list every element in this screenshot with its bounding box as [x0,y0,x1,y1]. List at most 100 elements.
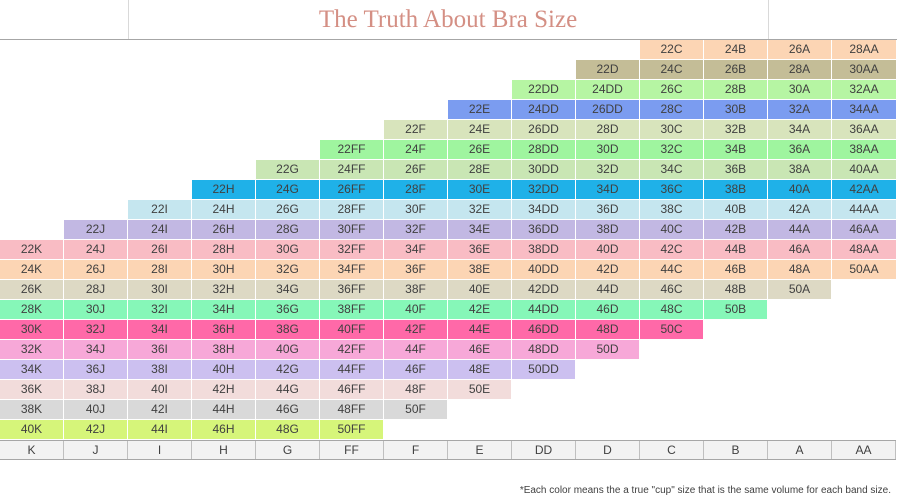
size-cell: 32F [384,220,448,240]
header-band [0,440,896,460]
size-cell: 22J [64,220,128,240]
size-cell: 34J [64,340,128,360]
size-cell: 34I [128,320,192,340]
size-cell: 42FF [320,340,384,360]
size-cell: 26G [256,200,320,220]
cup-column-header: I [128,441,192,459]
size-cell: 36J [64,360,128,380]
size-cell: 24I [128,220,192,240]
size-cell: 40J [64,400,128,420]
size-cell: 42B [704,220,768,240]
size-cell: 42J [64,420,128,440]
size-cell: 28F [384,180,448,200]
size-cell: 42E [448,300,512,320]
size-cell: 26FF [320,180,384,200]
size-cell: 42F [384,320,448,340]
size-cell: 26DD [512,120,576,140]
size-cell: 50DD [512,360,576,380]
size-cell: 48F [384,380,448,400]
size-cell: 34D [576,180,640,200]
size-cell: 24J [64,240,128,260]
size-cell: 32K [0,340,64,360]
size-cell: 24FF [320,160,384,180]
size-cell: 48FF [320,400,384,420]
cup-column-header: B [704,441,768,459]
size-cell: 22FF [320,140,384,160]
size-cell: 22I [128,200,192,220]
chart-title: The Truth About Bra Size [318,6,578,33]
size-cell: 38B [704,180,768,200]
size-cell: 30K [0,320,64,340]
size-cell: 36FF [320,280,384,300]
size-cell: 44H [192,400,256,420]
size-cell: 34F [384,240,448,260]
size-cell: 32G [256,260,320,280]
size-cell: 32AA [832,80,896,100]
size-cell: 26B [704,60,768,80]
size-cell: 26E [448,140,512,160]
size-cell: 30DD [512,160,576,180]
size-cell: 34E [448,220,512,240]
size-cell: 22DD [512,80,576,100]
size-cell: 30C [640,120,704,140]
size-cell: 28B [704,80,768,100]
size-cell: 46F [384,360,448,380]
size-cell: 48DD [512,340,576,360]
size-cell: 38F [384,280,448,300]
size-cell: 30G [256,240,320,260]
size-cell: 32A [768,100,832,120]
size-cell: 38DD [512,240,576,260]
size-cell: 50B [704,300,768,320]
size-cell: 28K [0,300,64,320]
title-separator [0,39,897,40]
size-cell: 28C [640,100,704,120]
size-cell: 40AA [832,160,896,180]
size-cell: 30E [448,180,512,200]
size-cell: 46D [576,300,640,320]
size-cell: 28I [128,260,192,280]
size-cell: 38AA [832,140,896,160]
size-cell: 22K [0,240,64,260]
size-cell: 36H [192,320,256,340]
size-cell: 48A [768,260,832,280]
size-cell: 36K [0,380,64,400]
size-cell: 40B [704,200,768,220]
size-cell: 44DD [512,300,576,320]
size-cell: 30FF [320,220,384,240]
size-cell: 22G [256,160,320,180]
size-cell: 40DD [512,260,576,280]
size-cell: 48G [256,420,320,440]
size-cell: 44G [256,380,320,400]
size-cell: 34B [704,140,768,160]
size-cell: 36I [128,340,192,360]
size-cell: 38A [768,160,832,180]
size-cell: 24C [640,60,704,80]
size-cell: 40E [448,280,512,300]
cup-column-header: J [64,441,128,459]
size-cell: 46FF [320,380,384,400]
size-cell: 30J [64,300,128,320]
size-cell: 50A [768,280,832,300]
size-cell: 22F [384,120,448,140]
size-cell: 34A [768,120,832,140]
size-cell: 38E [448,260,512,280]
size-cell: 46B [704,260,768,280]
size-cell: 44D [576,280,640,300]
size-cell: 42C [640,240,704,260]
size-cell: 28AA [832,40,896,60]
size-cell: 42AA [832,180,896,200]
size-cell: 50AA [832,260,896,280]
cup-column-header: C [640,441,704,459]
size-cell: 50FF [320,420,384,440]
size-cell: 40D [576,240,640,260]
size-cell: 36C [640,180,704,200]
size-cell: 36DD [512,220,576,240]
size-cell: 46DD [512,320,576,340]
size-cell: 50C [640,320,704,340]
size-cell: 34K [0,360,64,380]
size-cell: 30F [384,200,448,220]
size-cell: 26I [128,240,192,260]
size-cell: 24H [192,200,256,220]
size-cell: 42DD [512,280,576,300]
size-cell: 48AA [832,240,896,260]
